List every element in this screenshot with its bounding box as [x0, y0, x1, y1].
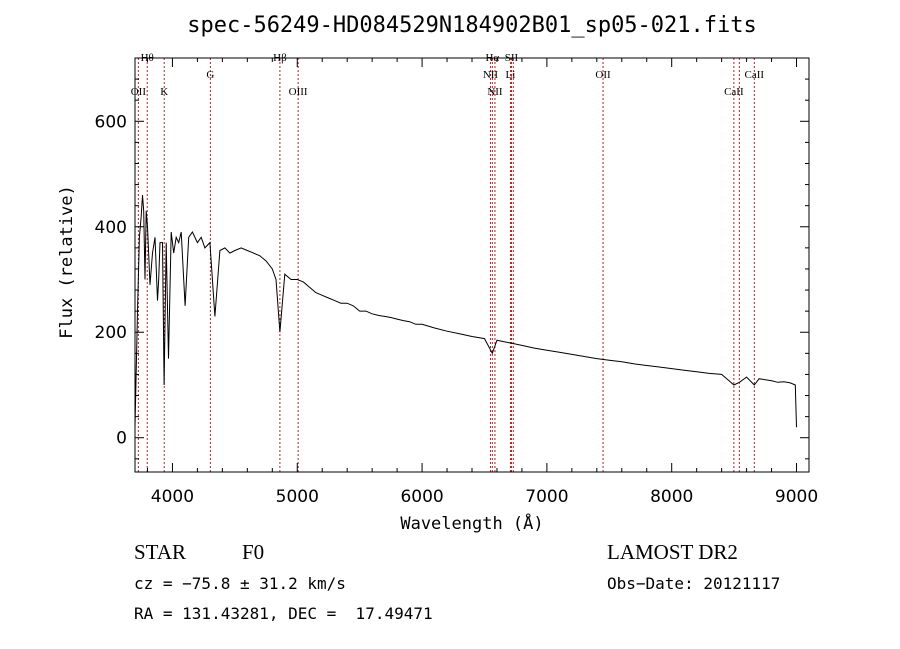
line-marker-label: K — [160, 86, 168, 98]
axis-tick-labels: 4000 5000 6000 7000 8000 9000 0 200 400 600 — [95, 112, 819, 507]
line-marker-label: NII — [483, 69, 499, 81]
object-class: STAR — [134, 540, 186, 564]
plot-frame — [134, 57, 810, 473]
coordinates: RA = 131.43281, DEC = 17.49471 — [134, 604, 433, 623]
x-tick-label: 5000 — [276, 487, 319, 507]
redshift-value: cz = −75.8 ± 31.2 km/s — [134, 574, 346, 593]
spectrum-series-line — [134, 195, 797, 428]
line-marker-label: OII — [595, 69, 611, 81]
observation-date: Obs−Date: 20121117 — [607, 574, 781, 593]
line-marker-label: NII — [487, 86, 503, 98]
y-tick-label: 0 — [116, 429, 127, 449]
axis-ticks — [135, 58, 809, 472]
chart-title: spec-56249-HD084529N184902B01_sp05-021.f… — [187, 13, 757, 38]
object-subclass: F0 — [242, 540, 265, 564]
x-tick-label: 7000 — [525, 487, 568, 507]
x-tick-label: 8000 — [650, 487, 693, 507]
x-tick-label: 6000 — [400, 487, 443, 507]
line-marker-label: OII — [131, 86, 147, 98]
line-marker-label: CaII — [745, 69, 765, 81]
x-tick-label: 9000 — [775, 487, 818, 507]
y-axis-label: Flux (relative) — [57, 185, 77, 339]
line-marker-label: Li — [506, 69, 516, 81]
y-tick-label: 600 — [95, 112, 127, 132]
survey-name: LAMOST DR2 — [607, 540, 738, 564]
y-tick-label: 200 — [95, 323, 127, 343]
line-marker-label: G — [206, 69, 214, 81]
x-axis-label: Wavelength (Å) — [400, 512, 543, 534]
line-marker-label: CaII — [724, 86, 744, 98]
y-tick-label: 400 — [95, 218, 127, 238]
line-marker-label: OIII — [289, 86, 308, 98]
line-marker-lines — [137, 58, 755, 472]
x-tick-label: 4000 — [151, 487, 194, 507]
